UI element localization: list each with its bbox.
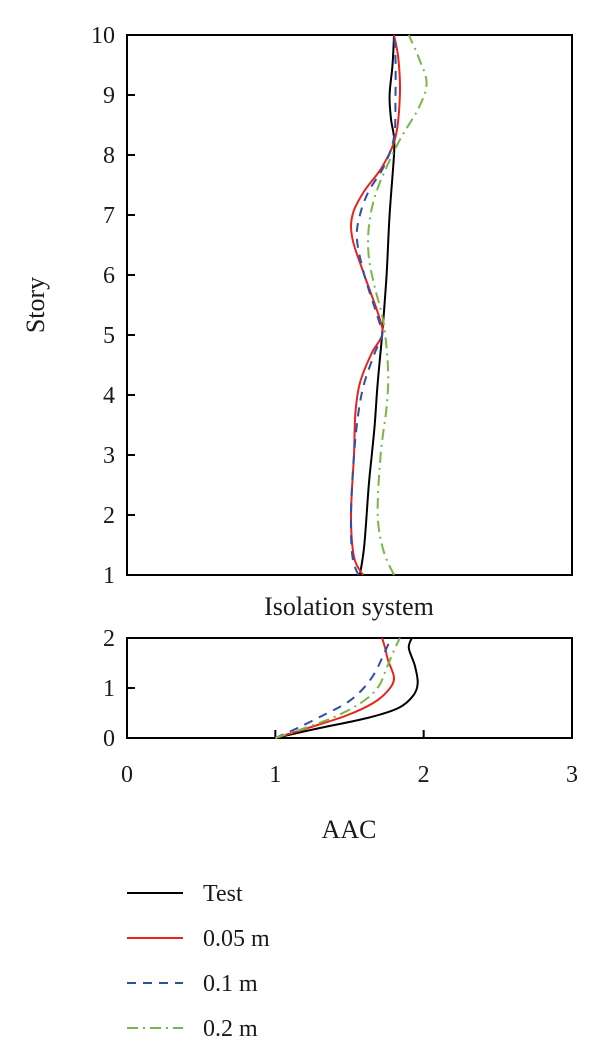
upper-series-line-2 [349,34,402,576]
upper-y-tick-label: 3 [103,443,115,469]
lower-series-line-1 [275,637,419,739]
upper-panel: 1 2 3 4 5 6 7 8 9 10 Story [21,23,573,589]
upper-plot-frame [126,34,573,576]
upper-y-tick-label: 6 [103,263,115,289]
lower-series-group [274,637,419,739]
lower-series-line-2 [275,637,396,739]
legend-entry: 0.2 m [127,1016,258,1042]
upper-series-line-1 [358,34,396,576]
lower-y-tick-label: 1 [103,676,115,702]
lower-plot-frame [126,637,573,739]
x-tick-label: 3 [566,762,578,788]
lower-series-line-4 [274,637,401,739]
upper-y-tick-label: 5 [103,323,115,349]
legend-label: 0.05 m [203,926,270,952]
legend-label: 0.1 m [203,971,258,997]
legend-label: Test [203,881,243,907]
lower-panel: 0 1 2 0 1 2 3 AAC [103,626,578,844]
upper-y-tick-label: 10 [91,23,115,49]
x-tick-label: 0 [121,762,133,788]
lower-y-axis: 0 1 2 [103,626,135,752]
legend: Test 0.05 m 0.1 m 0.2 m [127,881,270,1042]
legend-entry: 0.1 m [127,971,258,997]
upper-series-line-4 [367,34,428,576]
lower-panel-title: Isolation system [264,592,434,621]
upper-y-tick-label: 9 [103,83,115,109]
lower-x-axis: 0 1 2 3 [121,730,578,788]
x-axis-title: AAC [322,815,377,844]
upper-series-line-3 [349,34,397,576]
legend-entry: Test [127,881,243,907]
lower-y-tick-label: 0 [103,726,115,752]
upper-y-tick-label: 4 [103,383,115,409]
upper-y-axis: 1 2 3 4 5 6 7 8 9 10 [91,23,135,589]
upper-y-tick-label: 7 [103,203,115,229]
upper-y-axis-title: Story [21,277,50,333]
upper-series-group [349,34,428,576]
upper-y-tick-label: 2 [103,503,115,529]
lower-series-line-3 [274,637,392,739]
upper-y-tick-label: 1 [103,563,115,589]
upper-y-tick-label: 8 [103,143,115,169]
x-tick-label: 1 [269,762,281,788]
x-tick-label: 2 [418,762,430,788]
lower-y-tick-label: 2 [103,626,115,652]
legend-label: 0.2 m [203,1016,258,1042]
legend-entry: 0.05 m [127,926,270,952]
